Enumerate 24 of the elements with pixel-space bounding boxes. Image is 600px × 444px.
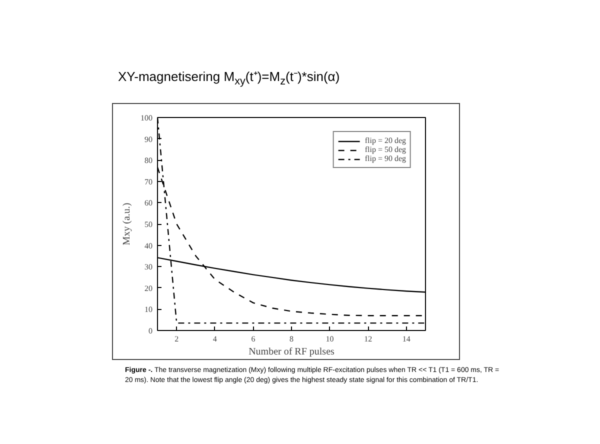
y-tick-label: 100 xyxy=(140,114,152,122)
x-tick-label: 10 xyxy=(326,334,334,344)
legend-label: flip = 50 deg xyxy=(364,145,406,154)
y-tick-label: 10 xyxy=(144,305,152,314)
y-tick-label: 90 xyxy=(144,134,152,144)
y-tick-label: 20 xyxy=(144,284,152,293)
y-tick-label: 80 xyxy=(144,156,152,166)
y-tick-label: 50 xyxy=(144,220,152,229)
legend-label: flip = 90 deg xyxy=(364,154,406,163)
x-tick-label: 12 xyxy=(364,334,372,344)
chart-title: XY-magnetisering M$_{xy}$(t⁺)=M$_{z}$(t⁻)*sin(α) xyxy=(118,68,340,90)
x-axis-title: Number of RF pulses xyxy=(248,346,335,358)
y-tick-label: 70 xyxy=(144,177,152,186)
y-tick-label: 60 xyxy=(144,198,152,208)
x-tick-label: 14 xyxy=(402,334,410,344)
x-tick-label: 8 xyxy=(290,334,294,344)
x-tick-label: 4 xyxy=(212,334,217,344)
y-tick-label: 30 xyxy=(144,262,152,272)
y-tick-label: 40 xyxy=(144,241,152,250)
x-tick-label: 6 xyxy=(251,334,256,344)
x-tick-label: 2 xyxy=(174,334,179,344)
y-tick-label: 0 xyxy=(148,326,152,336)
y-axis-title: Mxy (a.u.) xyxy=(122,202,132,246)
legend-label: flip = 20 deg xyxy=(364,136,406,145)
